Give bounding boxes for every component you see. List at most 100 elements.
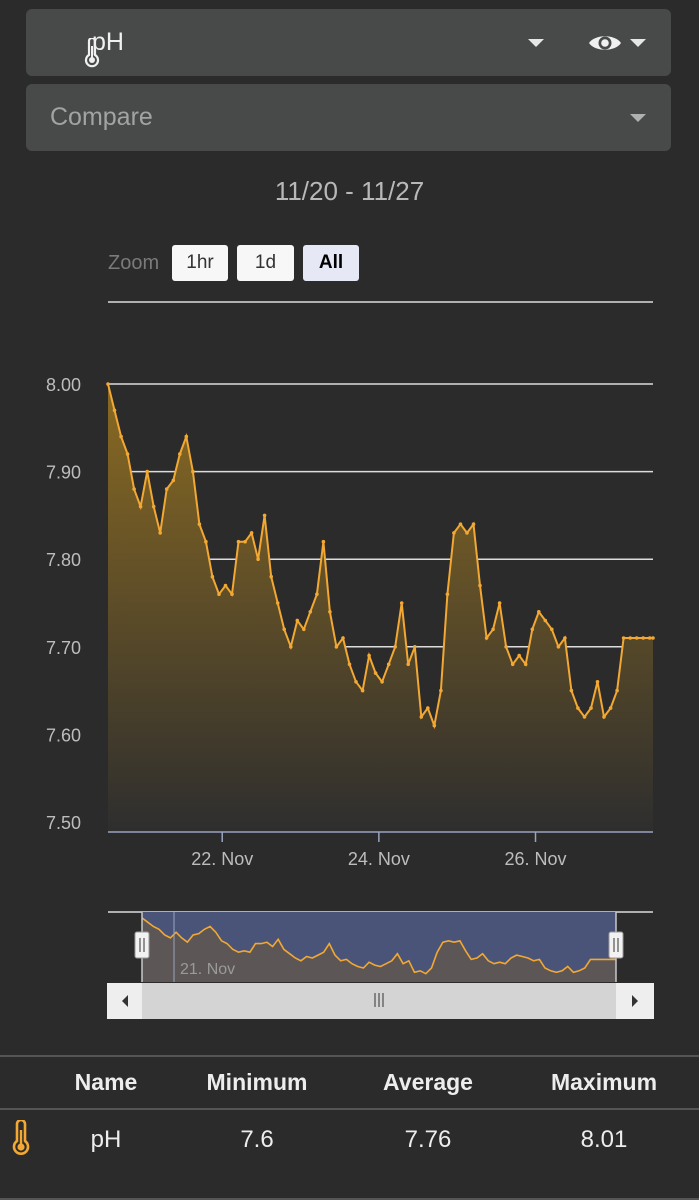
- data-point: [419, 715, 424, 719]
- data-point: [282, 627, 287, 632]
- table-row: pH 7.6 7.76 8.01: [0, 1111, 699, 1200]
- x-tick-label: 24. Nov: [348, 849, 410, 869]
- data-point: [275, 601, 280, 605]
- data-point: [367, 653, 371, 658]
- data-point: [589, 706, 593, 710]
- data-point: [112, 408, 117, 413]
- data-point: [504, 645, 508, 649]
- data-point: [223, 583, 228, 588]
- data-point: [295, 618, 300, 623]
- date-range: 11/20 - 11/27: [274, 176, 425, 206]
- stats-header-row: Name Minimum Average Maximum: [0, 1055, 699, 1110]
- data-point: [651, 636, 655, 640]
- data-point: [452, 531, 456, 535]
- data-point: [595, 680, 600, 684]
- header-name: Name: [74, 1069, 138, 1095]
- data-point: [399, 601, 404, 605]
- navigator-series-line: [141, 917, 616, 975]
- data-point: [373, 671, 378, 675]
- data-point: [439, 688, 443, 693]
- data-point: [556, 645, 561, 649]
- navigator-scrollbar[interactable]: [107, 983, 654, 1019]
- row-name: pH: [90, 1126, 122, 1153]
- data-point: [497, 601, 502, 605]
- data-point: [569, 688, 574, 693]
- data-point: [530, 627, 535, 632]
- data-point: [432, 723, 437, 728]
- data-point: [145, 469, 149, 474]
- navigator-date-label: 21. Nov: [180, 961, 235, 978]
- data-point: [328, 610, 332, 614]
- data-point: [628, 636, 632, 640]
- navigator-left-handle[interactable]: [134, 931, 150, 959]
- data-point: [445, 592, 450, 596]
- data-point: [334, 645, 339, 649]
- x-tick-label: 22. Nov: [191, 849, 253, 869]
- data-point: [491, 627, 495, 632]
- compare-select-placeholder: Compare: [50, 103, 153, 131]
- row-average: 7.76: [404, 1126, 452, 1153]
- data-point: [621, 636, 626, 640]
- y-tick-label: 7.80: [46, 550, 81, 570]
- visibility-dropdown-chevron-icon[interactable]: [630, 39, 646, 47]
- data-point: [641, 636, 645, 640]
- data-point: [582, 715, 587, 719]
- data-point: [615, 688, 619, 693]
- scroll-right-arrow-icon[interactable]: [632, 995, 638, 1007]
- zoom-label: Zoom: [108, 252, 160, 274]
- data-point: [537, 610, 541, 614]
- data-point: [341, 636, 345, 640]
- data-point: [191, 469, 195, 474]
- data-point: [236, 539, 241, 544]
- data-point: [386, 662, 391, 667]
- scroll-left-arrow-icon[interactable]: [122, 995, 128, 1007]
- navigator[interactable]: 21. Nov: [0, 900, 699, 1025]
- metric-select-label: pH: [92, 28, 124, 56]
- data-point: [178, 452, 182, 456]
- data-point: [510, 662, 515, 667]
- data-point: [269, 574, 274, 579]
- header-maximum: Maximum: [550, 1069, 658, 1095]
- y-tick-label: 7.90: [46, 463, 81, 483]
- thermometer-icon: [84, 38, 100, 68]
- metric-dropdown-chevron-icon[interactable]: [528, 39, 544, 47]
- y-tick-label: 8.00: [46, 375, 81, 395]
- data-point: [576, 706, 580, 710]
- header-minimum: Minimum: [206, 1069, 308, 1095]
- metric-select[interactable]: pH: [26, 9, 671, 76]
- data-point: [602, 715, 606, 719]
- data-point: [360, 688, 365, 693]
- data-point: [256, 557, 260, 561]
- data-point: [406, 662, 411, 667]
- data-point: [471, 522, 476, 526]
- zoom-1d-button[interactable]: 1d: [237, 245, 294, 281]
- data-point: [347, 662, 352, 667]
- data-point: [171, 478, 176, 483]
- navigator-right-handle[interactable]: [608, 931, 624, 959]
- data-point: [106, 382, 110, 386]
- data-point: [164, 487, 169, 491]
- data-point: [465, 531, 469, 535]
- data-point: [478, 583, 482, 588]
- data-point: [138, 504, 143, 509]
- data-point: [302, 627, 306, 632]
- x-tick-label: 26. Nov: [504, 849, 566, 869]
- compare-select[interactable]: Compare: [26, 84, 671, 151]
- data-point: [380, 680, 384, 684]
- y-tick-label: 7.70: [46, 638, 81, 658]
- zoom-all-button[interactable]: All: [303, 245, 359, 281]
- data-point: [315, 592, 319, 596]
- data-point: [393, 645, 398, 649]
- eye-icon[interactable]: [587, 31, 623, 55]
- zoom-1hr-button[interactable]: 1hr: [172, 245, 228, 281]
- data-point: [517, 653, 521, 658]
- row-maximum: 8.01: [580, 1126, 628, 1153]
- series-area: [108, 384, 653, 832]
- data-point: [217, 592, 221, 596]
- data-point: [230, 592, 234, 596]
- data-point: [634, 636, 639, 640]
- data-point: [608, 706, 613, 710]
- data-point: [289, 645, 293, 649]
- data-point: [197, 522, 202, 526]
- data-point: [647, 636, 652, 640]
